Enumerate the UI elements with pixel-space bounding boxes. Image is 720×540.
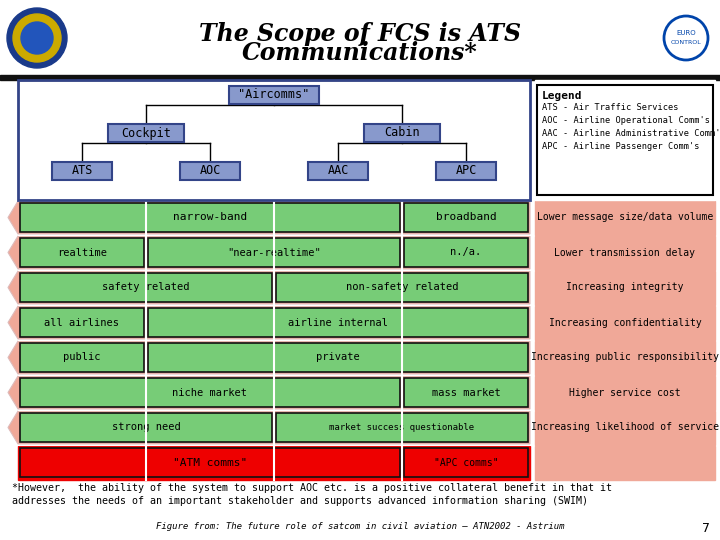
Text: AAC: AAC: [328, 165, 348, 178]
Text: niche market: niche market: [173, 388, 248, 397]
Circle shape: [13, 14, 61, 62]
Bar: [404, 378, 528, 407]
Bar: [20, 343, 144, 372]
Bar: [535, 80, 715, 200]
Text: ATS: ATS: [71, 165, 93, 178]
Polygon shape: [8, 341, 530, 374]
Bar: [148, 238, 400, 267]
Circle shape: [21, 22, 53, 54]
Text: addresses the needs of an important stakeholder and supports advanced informatio: addresses the needs of an important stak…: [12, 496, 588, 506]
Polygon shape: [8, 201, 530, 234]
Text: AOC: AOC: [199, 165, 221, 178]
Bar: [0, 0, 720, 75]
Bar: [535, 446, 715, 480]
Text: "Aircomms": "Aircomms": [238, 89, 310, 102]
Bar: [308, 162, 368, 180]
Text: Increasing confidentiality: Increasing confidentiality: [549, 318, 701, 327]
Text: AOC - Airline Operational Comm's: AOC - Airline Operational Comm's: [542, 116, 710, 125]
Text: "near-realtime": "near-realtime": [227, 247, 321, 258]
Text: 7: 7: [702, 522, 710, 535]
Text: The Scope of FCS is ATS: The Scope of FCS is ATS: [199, 22, 521, 45]
Bar: [535, 200, 715, 234]
Text: Increasing likelihood of service: Increasing likelihood of service: [531, 422, 719, 433]
Text: APC - Airline Passenger Comm's: APC - Airline Passenger Comm's: [542, 142, 700, 151]
Text: private: private: [316, 353, 360, 362]
Text: Figure from: The future role of satcom in civil aviation – ATN2002 - Astrium: Figure from: The future role of satcom i…: [156, 522, 564, 531]
Bar: [20, 413, 272, 442]
Text: public: public: [63, 353, 101, 362]
Bar: [229, 86, 319, 104]
Bar: [535, 306, 715, 340]
Text: narrow-band: narrow-band: [173, 213, 247, 222]
Text: mass market: mass market: [431, 388, 500, 397]
Text: market success questionable: market success questionable: [330, 423, 474, 432]
Bar: [20, 448, 400, 477]
Text: EURO: EURO: [676, 30, 696, 36]
Bar: [276, 273, 528, 302]
Text: safety related: safety related: [102, 282, 190, 293]
Bar: [20, 308, 144, 337]
Bar: [108, 124, 184, 142]
Bar: [0, 80, 720, 480]
Text: strong need: strong need: [112, 422, 181, 433]
Bar: [535, 341, 715, 375]
Polygon shape: [8, 376, 530, 409]
Circle shape: [7, 8, 67, 68]
Bar: [18, 446, 530, 480]
Text: Cockpit: Cockpit: [121, 126, 171, 139]
Polygon shape: [8, 306, 530, 339]
Bar: [18, 80, 530, 200]
Polygon shape: [8, 236, 530, 269]
Bar: [404, 448, 528, 477]
Text: Higher service cost: Higher service cost: [570, 388, 681, 397]
Text: Lower message size/data volume: Lower message size/data volume: [537, 213, 713, 222]
Text: Increasing integrity: Increasing integrity: [566, 282, 684, 293]
Bar: [0, 75, 720, 80]
Bar: [535, 410, 715, 444]
Polygon shape: [8, 411, 530, 444]
Bar: [364, 124, 440, 142]
Bar: [535, 271, 715, 305]
Text: airline internal: airline internal: [288, 318, 388, 327]
Bar: [276, 413, 528, 442]
Text: Cabin: Cabin: [384, 126, 420, 139]
Text: "ATM comms": "ATM comms": [173, 457, 247, 468]
Text: CONTROL: CONTROL: [670, 39, 701, 44]
Bar: [535, 235, 715, 269]
Text: realtime: realtime: [57, 247, 107, 258]
Text: ATS - Air Traffic Services: ATS - Air Traffic Services: [542, 103, 678, 112]
Bar: [20, 203, 400, 232]
Bar: [537, 85, 713, 195]
Bar: [18, 80, 530, 200]
Text: all airlines: all airlines: [45, 318, 120, 327]
Text: Communications*: Communications*: [242, 42, 478, 65]
Text: broadband: broadband: [436, 213, 496, 222]
Text: non-safety related: non-safety related: [346, 282, 458, 293]
Text: Lower transmission delay: Lower transmission delay: [554, 247, 696, 258]
Polygon shape: [8, 271, 530, 304]
Bar: [404, 238, 528, 267]
Bar: [52, 162, 112, 180]
Text: *However,  the ability of the system to support AOC etc. is a positive collatera: *However, the ability of the system to s…: [12, 483, 612, 493]
Bar: [20, 378, 400, 407]
Text: APC: APC: [455, 165, 477, 178]
Bar: [436, 162, 496, 180]
Text: Legend: Legend: [542, 91, 582, 101]
Text: n./a.: n./a.: [451, 247, 482, 258]
Bar: [148, 343, 528, 372]
Bar: [180, 162, 240, 180]
Bar: [148, 308, 528, 337]
Text: "APC comms": "APC comms": [433, 457, 498, 468]
Bar: [20, 273, 272, 302]
Text: AAC - Airline Administrative Comm's: AAC - Airline Administrative Comm's: [542, 129, 720, 138]
Text: Increasing public responsibility: Increasing public responsibility: [531, 353, 719, 362]
Bar: [404, 203, 528, 232]
Bar: [20, 238, 144, 267]
Bar: [535, 375, 715, 409]
